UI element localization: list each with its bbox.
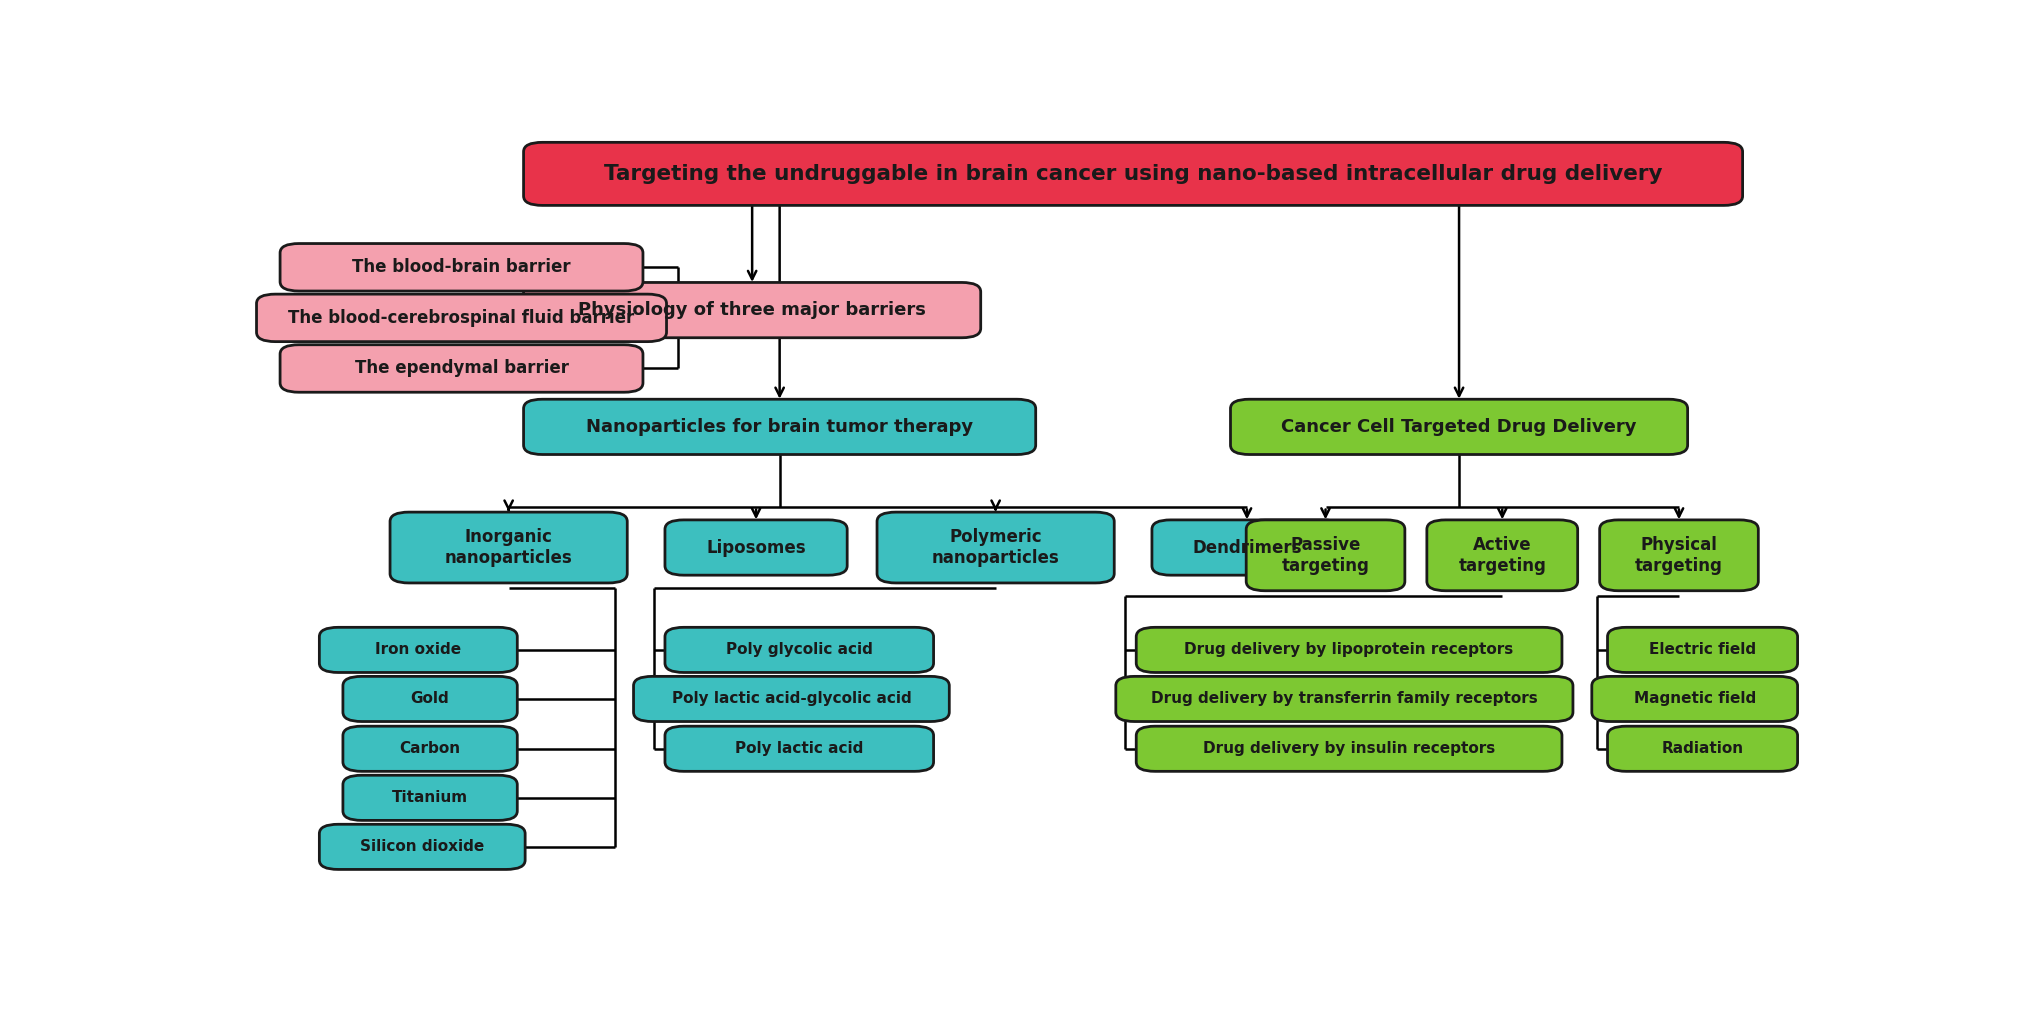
- Text: Drug delivery by transferrin family receptors: Drug delivery by transferrin family rece…: [1151, 692, 1538, 707]
- Text: Electric field: Electric field: [1650, 642, 1755, 657]
- Text: Drug delivery by lipoprotein receptors: Drug delivery by lipoprotein receptors: [1184, 642, 1514, 657]
- Text: Passive
targeting: Passive targeting: [1281, 536, 1370, 574]
- FancyBboxPatch shape: [320, 627, 517, 672]
- Text: Liposomes: Liposomes: [705, 539, 807, 556]
- FancyBboxPatch shape: [1607, 627, 1798, 672]
- Text: Physical
targeting: Physical targeting: [1636, 536, 1723, 574]
- Text: Inorganic
nanoparticles: Inorganic nanoparticles: [444, 528, 572, 567]
- FancyBboxPatch shape: [1137, 627, 1563, 672]
- Text: Iron oxide: Iron oxide: [375, 642, 462, 657]
- FancyBboxPatch shape: [1151, 520, 1342, 575]
- Text: Active
targeting: Active targeting: [1457, 536, 1547, 574]
- FancyBboxPatch shape: [280, 244, 643, 291]
- FancyBboxPatch shape: [878, 513, 1115, 583]
- Text: Drug delivery by insulin receptors: Drug delivery by insulin receptors: [1202, 741, 1496, 756]
- FancyBboxPatch shape: [1115, 676, 1573, 722]
- FancyBboxPatch shape: [1247, 520, 1405, 590]
- FancyBboxPatch shape: [523, 282, 981, 338]
- Text: Titanium: Titanium: [391, 791, 468, 806]
- FancyBboxPatch shape: [1230, 399, 1688, 455]
- Text: Gold: Gold: [411, 692, 450, 707]
- Text: The blood-cerebrospinal fluid barrier: The blood-cerebrospinal fluid barrier: [288, 309, 634, 327]
- Text: Silicon dioxide: Silicon dioxide: [361, 839, 484, 854]
- FancyBboxPatch shape: [320, 824, 525, 869]
- FancyBboxPatch shape: [634, 676, 949, 722]
- Text: Magnetic field: Magnetic field: [1634, 692, 1755, 707]
- FancyBboxPatch shape: [1427, 520, 1577, 590]
- Text: The ependymal barrier: The ependymal barrier: [355, 360, 568, 377]
- FancyBboxPatch shape: [257, 294, 667, 342]
- FancyBboxPatch shape: [1599, 520, 1757, 590]
- FancyBboxPatch shape: [665, 520, 847, 575]
- Text: Poly lactic acid: Poly lactic acid: [736, 741, 864, 756]
- FancyBboxPatch shape: [343, 676, 517, 722]
- FancyBboxPatch shape: [665, 726, 934, 771]
- FancyBboxPatch shape: [523, 143, 1743, 205]
- Text: Targeting the undruggable in brain cancer using nano-based intracellular drug de: Targeting the undruggable in brain cance…: [604, 164, 1662, 184]
- Text: Nanoparticles for brain tumor therapy: Nanoparticles for brain tumor therapy: [586, 418, 973, 436]
- FancyBboxPatch shape: [280, 345, 643, 392]
- Text: Physiology of three major barriers: Physiology of three major barriers: [578, 301, 926, 319]
- Text: Poly lactic acid-glycolic acid: Poly lactic acid-glycolic acid: [671, 692, 912, 707]
- Text: Carbon: Carbon: [399, 741, 460, 756]
- FancyBboxPatch shape: [389, 513, 626, 583]
- Text: Polymeric
nanoparticles: Polymeric nanoparticles: [932, 528, 1060, 567]
- FancyBboxPatch shape: [1591, 676, 1798, 722]
- Text: Radiation: Radiation: [1662, 741, 1743, 756]
- FancyBboxPatch shape: [1607, 726, 1798, 771]
- FancyBboxPatch shape: [1137, 726, 1563, 771]
- FancyBboxPatch shape: [523, 399, 1036, 455]
- Text: Dendrimers: Dendrimers: [1192, 539, 1301, 556]
- Text: The blood-brain barrier: The blood-brain barrier: [353, 258, 572, 276]
- FancyBboxPatch shape: [665, 627, 934, 672]
- Text: Poly glycolic acid: Poly glycolic acid: [726, 642, 874, 657]
- FancyBboxPatch shape: [343, 726, 517, 771]
- FancyBboxPatch shape: [343, 775, 517, 820]
- Text: Cancer Cell Targeted Drug Delivery: Cancer Cell Targeted Drug Delivery: [1281, 418, 1638, 436]
